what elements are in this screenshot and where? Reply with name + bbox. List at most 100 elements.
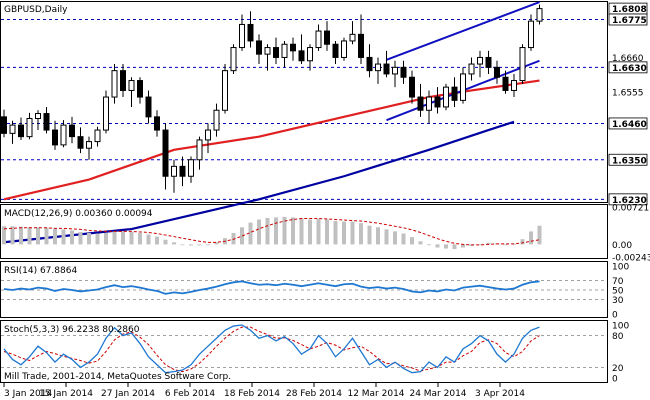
candle-body-3	[26, 118, 33, 138]
x-axis-label-3: 6 Feb 2014	[165, 389, 216, 399]
macd-title: MACD(12,26,9) 0.00360 0.00094	[4, 209, 153, 219]
candle-13	[111, 64, 118, 104]
candle-body-63	[536, 8, 543, 22]
candle-body-42	[358, 33, 364, 58]
macd-bar-24	[206, 244, 210, 246]
macd-bar-22	[189, 244, 193, 246]
x-axis-label-0: 3 Jan 2014	[4, 389, 52, 399]
candle-body-51	[434, 96, 441, 108]
stoch-axis-label-2: 20	[612, 364, 624, 374]
candle-56	[477, 50, 483, 78]
candle-body-24	[205, 129, 211, 141]
candle-30	[256, 34, 262, 65]
candle-17	[145, 90, 152, 124]
rsi-axis-label-3: 30	[612, 296, 624, 306]
candle-11	[94, 126, 101, 147]
candle-33	[281, 40, 288, 68]
candle-body-14	[120, 70, 126, 91]
macd-bar-61	[520, 239, 525, 245]
candle-body-11	[94, 129, 101, 143]
macd-bar-40	[342, 221, 346, 245]
candle-34	[290, 37, 296, 61]
candle-10	[86, 136, 92, 160]
x-axis-label-2: 27 Jan 2014	[101, 389, 155, 399]
candle-48	[409, 70, 415, 104]
candle-body-31	[264, 47, 271, 55]
candle-26	[222, 64, 228, 114]
stoch-axis-label-1: 80	[612, 332, 624, 342]
price-axis-label-2: 1.6660	[612, 54, 644, 64]
candle-62	[528, 14, 534, 51]
rsi-axis-label-1: 70	[612, 277, 624, 287]
rsi-line	[3, 280, 540, 295]
candle-57	[485, 50, 492, 74]
candle-body-8	[69, 124, 75, 138]
macd-bar-49	[418, 241, 423, 245]
candle-19	[162, 123, 169, 190]
rsi-panel-frame	[0, 261, 608, 318]
macd-bar-42	[359, 223, 363, 245]
macd-panel-frame	[0, 204, 608, 259]
price-label-box-3	[608, 61, 648, 74]
candle-24	[205, 123, 211, 154]
rsi-panel	[1, 279, 607, 301]
candle-body-12	[103, 96, 109, 131]
candle-body-56	[477, 56, 483, 65]
candle-body-58	[494, 66, 500, 78]
macd-bar-3	[27, 227, 32, 245]
price-label-box-7	[608, 193, 648, 206]
candle-body-33	[281, 43, 288, 58]
candle-body-48	[409, 76, 415, 98]
candle-body-29	[247, 23, 254, 42]
candle-63	[536, 4, 543, 25]
candle-body-6	[52, 129, 58, 146]
candle-2	[18, 117, 24, 140]
macd-bar-29	[248, 222, 253, 245]
macd-bar-13	[112, 231, 117, 245]
candle-body-20	[171, 165, 177, 177]
macd-bar-34	[291, 217, 295, 245]
price-label-box-6	[608, 153, 648, 166]
candle-27	[230, 44, 237, 74]
macd-bar-62	[529, 231, 533, 245]
macd-bar-17	[146, 234, 151, 245]
macd-bar-37	[316, 218, 321, 245]
candle-52	[443, 83, 449, 111]
price-label-box-1	[608, 13, 648, 26]
candle-12	[103, 90, 109, 134]
candle-61	[519, 44, 526, 84]
candle-body-38	[324, 30, 330, 45]
macd-bar-0	[2, 226, 6, 245]
macd-bar-12	[104, 232, 108, 245]
candle-31	[264, 44, 271, 71]
x-axis-label-8: 3 Apr 2014	[475, 389, 525, 399]
stoch-axis-label-3: 0	[612, 375, 618, 385]
stoch-panel-frame	[0, 320, 608, 383]
macd-bar-53	[452, 244, 457, 250]
macd-bar-9	[78, 231, 83, 245]
candle-body-43	[366, 56, 373, 72]
candle-body-62	[528, 20, 534, 49]
macd-bar-63	[537, 225, 542, 245]
copyright-watermark: Mill Trade, 2001-2014, MetaQuotes Softwa…	[4, 372, 231, 382]
moving-average-1	[3, 120, 515, 244]
candle-body-44	[375, 63, 381, 72]
candle-9	[77, 127, 84, 154]
macd-bar-57	[486, 242, 491, 245]
price-axis-label-3: 1.6630	[612, 64, 647, 74]
macd-bar-18	[155, 236, 159, 245]
macd-bar-20	[172, 242, 176, 245]
candle-body-36	[307, 47, 313, 62]
candle-body-39	[332, 43, 339, 58]
price-axis-label-5: 1.6460	[612, 120, 647, 130]
macd-bar-19	[163, 239, 168, 245]
candle-55	[468, 57, 475, 81]
candle-50	[426, 90, 432, 124]
macd-bar-23	[197, 244, 202, 246]
candle-16	[137, 77, 143, 104]
candle-body-60	[511, 80, 517, 91]
price-axis-label-1: 1.6775	[612, 16, 647, 26]
macd-signal-line	[3, 217, 540, 246]
candle-body-7	[60, 124, 67, 146]
